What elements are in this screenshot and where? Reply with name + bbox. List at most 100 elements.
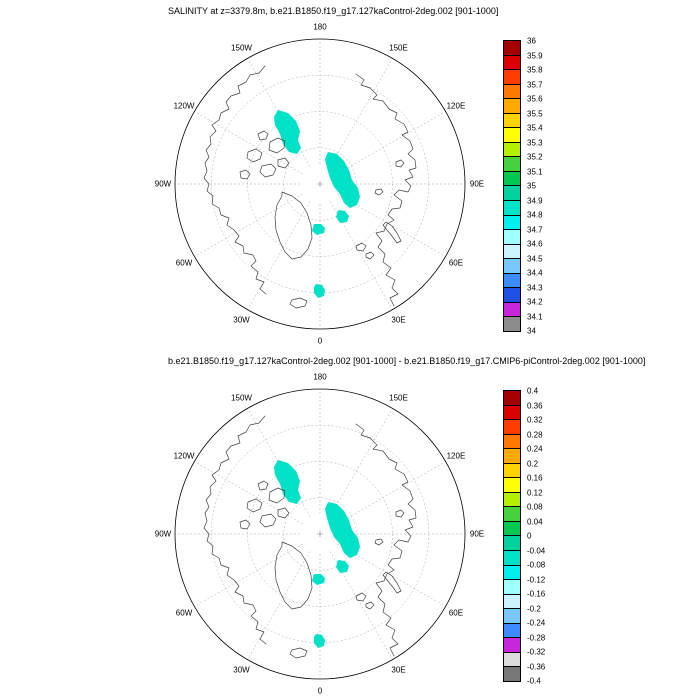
colorbar-tick-label: 0.36 xyxy=(527,401,543,410)
colorbar-cell xyxy=(504,419,520,434)
meridian-label-0: 0 xyxy=(317,686,323,696)
colorbar-cell xyxy=(504,666,520,681)
colorbar-tick-label: 0.32 xyxy=(527,415,543,425)
colorbar-tick-label: 34.7 xyxy=(527,225,543,234)
colorbar-tick-label: -0.16 xyxy=(527,589,546,599)
colorbar: 0.4 0.36 0.32 0.28 0.24 0.2 0.16 0.12 0.08 0.04 0 -… xyxy=(503,387,583,690)
colorbar-cell xyxy=(504,214,520,230)
colorbar-tick-label: 35.5 xyxy=(527,109,543,118)
colorbar-tick-label: 36 xyxy=(527,36,536,46)
colorbar-cell xyxy=(504,170,520,186)
colorbar-tick-label: 34.4 xyxy=(527,268,543,278)
colorbar-tick-label: -0.08 xyxy=(527,560,546,570)
colorbar-cell xyxy=(504,316,520,331)
colorbar-cell xyxy=(504,579,520,594)
colorbar-tick-label: 0.24 xyxy=(527,444,543,454)
colorbar-tick-label: 35.7 xyxy=(527,80,543,89)
meridian-label-90W: 90W xyxy=(154,179,172,189)
colorbar-tick-label: 35.9 xyxy=(527,51,543,60)
colorbar-cell xyxy=(504,69,520,84)
colorbar-tick-label: 34.8 xyxy=(527,210,543,220)
colorbar-tick-label: 35 xyxy=(527,181,536,191)
colorbar-tick-label: -0.4 xyxy=(527,676,541,686)
panel-title: SALINITY at z=3379.8m, b.e21.B1850.f19_g… xyxy=(168,6,499,16)
colorbar-cell xyxy=(504,127,520,142)
colorbar-tick-label: 34.9 xyxy=(527,196,543,205)
colorbar-cells xyxy=(503,390,521,682)
meridian-label-90E: 90E xyxy=(469,179,485,189)
colorbar-cell xyxy=(504,535,520,551)
colorbar-cell xyxy=(504,98,520,113)
colorbar-cell xyxy=(504,448,520,463)
colorbar-tick-label: 0.04 xyxy=(527,517,543,526)
colorbar-cell xyxy=(504,550,520,565)
colorbar-cell xyxy=(504,229,520,244)
meridian-label-90W: 90W xyxy=(154,529,172,539)
meridian-label-180: 180 xyxy=(313,22,327,32)
colorbar-cell xyxy=(504,185,520,201)
colorbar-tick-label: 34.2 xyxy=(527,297,543,307)
colorbar-cell xyxy=(504,593,520,609)
polar-map-svg xyxy=(170,34,470,334)
colorbar-cell xyxy=(504,622,520,638)
colorbar-cell xyxy=(504,141,520,157)
colorbar-tick-label: -0.36 xyxy=(527,662,546,671)
colorbar-tick-label: -0.32 xyxy=(527,647,546,657)
colorbar: 36 35.9 35.8 35.7 35.6 35.5 35.4 35.3 35.2 35.1 35… xyxy=(503,37,583,340)
colorbar-tick-label: 0.28 xyxy=(527,430,543,439)
colorbar-cell xyxy=(504,258,520,273)
colorbar-tick-label: 0.08 xyxy=(527,502,543,512)
polar-map: 180 150E 120E 90E 60E 30E 0 30W 60W 90W 120W 150W xyxy=(155,373,484,696)
colorbar-cell xyxy=(504,54,520,70)
colorbar-tick-label: 35.2 xyxy=(527,152,543,162)
colorbar-tick-label: 0.4 xyxy=(527,386,539,396)
colorbar-tick-label: -0.12 xyxy=(527,575,546,584)
meridian-label-180: 180 xyxy=(313,372,327,382)
colorbar-cell xyxy=(504,608,520,623)
colorbar-cell xyxy=(504,301,520,317)
colorbar-cell xyxy=(504,433,520,449)
colorbar-tick-label: 35.8 xyxy=(527,65,543,75)
colorbar-cell xyxy=(504,41,520,55)
panel-salinity: SALINITY at z=3379.8m, b.e21.B1850.f19_g… xyxy=(155,6,583,346)
colorbar-cell xyxy=(504,287,520,302)
colorbar-cell xyxy=(504,651,520,667)
colorbar-tick-label: 35.3 xyxy=(527,138,543,147)
polar-map-svg xyxy=(170,384,470,684)
colorbar-cell xyxy=(504,243,520,259)
colorbar-cell xyxy=(504,506,520,521)
colorbar-tick-label: -0.28 xyxy=(527,633,546,642)
colorbar-tick-label: 35.4 xyxy=(527,123,543,133)
colorbar-cell xyxy=(504,564,520,580)
colorbar-tick-label: 34.5 xyxy=(527,254,543,263)
panel-salinity-difference: b.e21.B1850.f19_g17.127kaControl-2deg.00… xyxy=(0,350,700,700)
meridian-label-0: 0 xyxy=(317,336,323,346)
colorbar-cell xyxy=(504,462,520,478)
polar-map: 180 150E 120E 90E 60E 30E 0 30W 60W 90W 120W 150W xyxy=(155,23,484,346)
colorbar-tick-label: 0.2 xyxy=(527,459,539,468)
colorbar-tick-label: 0.16 xyxy=(527,473,543,483)
colorbar-cell xyxy=(504,404,520,420)
colorbar-tick-label: -0.24 xyxy=(527,618,546,628)
colorbar-tick-label: 34 xyxy=(527,326,536,336)
colorbar-cell xyxy=(504,391,520,405)
colorbar-cell xyxy=(504,112,520,128)
colorbar-cell xyxy=(504,477,520,492)
colorbar-tick-label: 34.1 xyxy=(527,312,543,321)
colorbar-tick-labels: 0.4 0.36 0.32 0.28 0.24 0.2 0.16 0.12 0.08 0.04 0 -… xyxy=(527,387,577,686)
colorbar-cell xyxy=(504,200,520,215)
colorbar-cells xyxy=(503,40,521,332)
colorbar-cell xyxy=(504,272,520,288)
colorbar-tick-label: -0.2 xyxy=(527,604,541,613)
colorbar-tick-labels: 36 35.9 35.8 35.7 35.6 35.5 35.4 35.3 35.2 35.1 35… xyxy=(527,37,577,336)
meridian-label-90E: 90E xyxy=(469,529,485,539)
colorbar-tick-label: 35.1 xyxy=(527,167,543,176)
colorbar-cell xyxy=(504,520,520,536)
colorbar-cell xyxy=(504,83,520,99)
colorbar-tick-label: 35.6 xyxy=(527,94,543,104)
colorbar-cell xyxy=(504,491,520,507)
colorbar-cell xyxy=(504,637,520,652)
panel-title: b.e21.B1850.f19_g17.127kaControl-2deg.00… xyxy=(168,356,646,366)
colorbar-tick-label: 0 xyxy=(527,531,532,541)
